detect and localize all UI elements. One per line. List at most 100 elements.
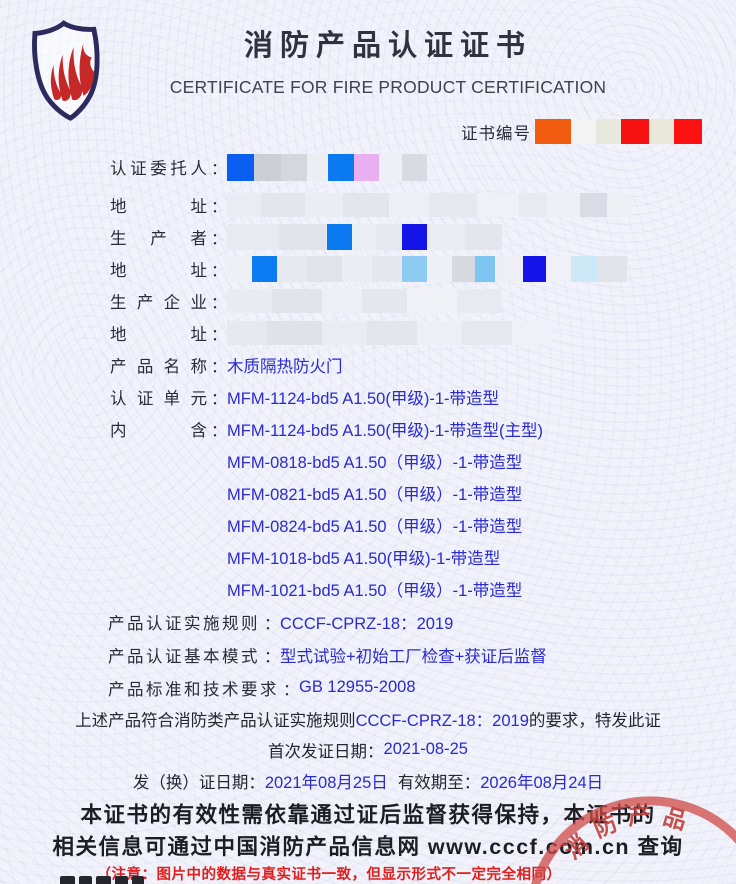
field-row-model: MFM-0824-bd5 A1.50（甲级）-1-带造型: [0, 509, 736, 541]
redaction-block: [462, 321, 512, 345]
field-label: 地址: [110, 262, 207, 280]
redaction-block: [523, 256, 546, 282]
redaction-block: [649, 119, 674, 144]
redaction-block: [322, 289, 362, 313]
issue-date-label: 发（换）证日期：: [132, 774, 265, 792]
redaction-block: [407, 289, 457, 313]
model-value: MFM-0818-bd5 A1.50（甲级）-1-带造型: [227, 454, 523, 472]
model-value: MFM-1018-bd5 A1.50(甲级)-1-带造型: [227, 550, 501, 568]
field-row-address: 地址 ：: [0, 189, 736, 221]
redaction-block: [227, 321, 267, 345]
cert-unit-value: MFM-1124-bd5 A1.50(甲级)-1-带造型: [227, 390, 500, 408]
field-colon: ：: [211, 263, 228, 280]
fire-shield-logo-icon: [22, 7, 112, 130]
redaction-block: [512, 321, 552, 345]
field-colon: ：: [211, 295, 228, 312]
field-row-model: MFM-0818-bd5 A1.50（甲级）-1-带造型: [0, 445, 736, 477]
field-row-applicant: 认证委托人 ：: [0, 151, 736, 183]
rule-value: 型式试验+初始工厂检查+获证后监督: [280, 647, 547, 666]
redaction-block: [379, 153, 402, 181]
redaction-block: [227, 224, 279, 250]
field-value-redacted: [227, 256, 627, 282]
redaction-block: [477, 193, 519, 217]
compliance-prefix: 上述产品符合消防类产品认证实施规则: [75, 712, 356, 730]
redaction-block: [372, 256, 402, 282]
redaction-block: [328, 153, 354, 181]
redaction-block: [495, 256, 523, 282]
rule-row-implementation: 产品认证实施规则 ： CCCF-CPRZ-18：2019: [0, 605, 736, 638]
field-label: 认证委托人: [110, 160, 207, 178]
redaction-block: [475, 256, 495, 282]
redaction-block: [402, 256, 427, 282]
redaction-block: [571, 119, 596, 144]
field-label: 生产者: [110, 230, 207, 248]
redaction-block: [343, 193, 389, 217]
field-row-product-name: 产品名称 ： 木质隔热防火门: [0, 349, 736, 381]
field-row-address: 地址 ：: [0, 253, 736, 285]
rule-value: CCCF-CPRZ-18：2019: [280, 614, 454, 633]
issue-validity-row: 发（换）证日期： 2021年08月25日 有效期至： 2026年08月24日: [0, 765, 736, 797]
issue-date: 2021年08月25日: [264, 774, 388, 792]
redaction-block: [252, 256, 277, 282]
redaction-block: [272, 289, 322, 313]
footer-statement-line2: 相关信息可通过中国消防产品信息网 www.cccf.com.cn 查询: [52, 835, 684, 859]
redaction-block: [277, 256, 307, 282]
rule-label: 产品认证基本模式: [108, 647, 260, 666]
included-model-value: MFM-1124-bd5 A1.50(甲级)-1-带造型(主型): [227, 422, 544, 440]
field-value-redacted: [227, 321, 552, 345]
field-colon: ：: [211, 327, 228, 344]
rule-row-mode: 产品认证基本模式 ： 型式试验+初始工厂检查+获证后监督: [0, 638, 736, 671]
field-value-redacted: [227, 193, 632, 217]
redaction-block: [417, 321, 462, 345]
field-row-cert-unit: 认证单元 ： MFM-1124-bd5 A1.50(甲级)-1-带造型: [0, 381, 736, 413]
field-row-included: 内含 ： MFM-1124-bd5 A1.50(甲级)-1-带造型(主型): [0, 413, 736, 445]
redaction-block: [307, 256, 342, 282]
rule-colon: ：: [264, 615, 281, 633]
clipped-text-fragment: [60, 876, 144, 884]
field-label: 地址: [110, 326, 207, 344]
compliance-statement: 上述产品符合消防类产品认证实施规则 CCCF-CPRZ-18：2019 的要求，…: [0, 704, 736, 734]
valid-until-date: 2026年08月24日: [480, 774, 604, 792]
field-row-producer: 生产者 ：: [0, 221, 736, 253]
redaction-block: [547, 193, 580, 217]
redaction-block: [571, 256, 597, 282]
field-row-model: MFM-0821-bd5 A1.50（甲级）-1-带造型: [0, 477, 736, 509]
field-colon: ：: [211, 359, 228, 376]
rule-row-standard: 产品标准和技术要求 ： GB 12955-2008: [0, 671, 736, 704]
rule-label: 产品标准和技术要求: [108, 680, 279, 699]
footer-statement-line1: 本证书的有效性需依靠通过证后监督获得保持，本证书的: [80, 802, 656, 827]
certificate-fields: 认证委托人 ： 地址 ： 生产者 ： 地址 ： 生产企业 ： 地址 ：: [0, 151, 736, 704]
field-row-model: MFM-1018-bd5 A1.50(甲级)-1-带造型: [0, 541, 736, 573]
redaction-block: [546, 256, 571, 282]
field-value-redacted: [227, 224, 502, 250]
field-colon: ：: [211, 423, 228, 440]
redaction-block: [362, 289, 407, 313]
field-row-address: 地址 ：: [0, 317, 736, 349]
field-label: 内含: [110, 422, 207, 440]
certificate-number-row: 证书编号: [0, 118, 736, 145]
redaction-block: [227, 153, 254, 181]
redaction-block: [457, 289, 502, 313]
redaction-block: [376, 224, 402, 250]
redaction-block: [535, 119, 571, 144]
field-label: 产品名称: [110, 358, 207, 376]
field-colon: ：: [211, 231, 228, 248]
compliance-rule-code: CCCF-CPRZ-18：2019: [355, 712, 529, 730]
rule-colon: ：: [283, 681, 300, 699]
compliance-suffix: 的要求，特发此证: [528, 712, 661, 730]
redaction-block: [596, 119, 621, 144]
redaction-block: [519, 193, 547, 217]
redaction-block: [402, 224, 427, 250]
redaction-block: [607, 193, 632, 217]
redaction-block: [597, 256, 627, 282]
first-issue-date: 2021-08-25: [383, 740, 468, 758]
redaction-block: [267, 321, 322, 345]
field-label: 认证单元: [110, 390, 207, 408]
redaction-block: [307, 153, 328, 181]
model-value: MFM-1021-bd5 A1.50（甲级）-1-带造型: [227, 582, 523, 600]
redaction-block: [674, 119, 702, 144]
redaction-block: [322, 321, 367, 345]
redaction-block: [580, 193, 607, 217]
field-colon: ：: [211, 199, 228, 216]
